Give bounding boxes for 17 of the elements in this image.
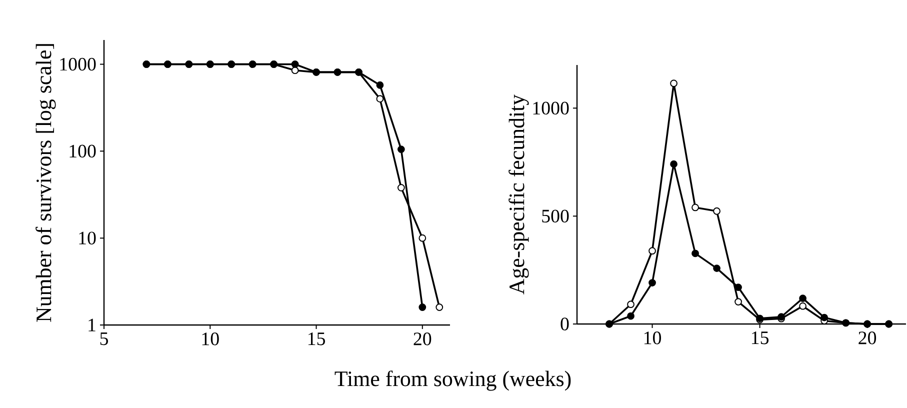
y-tick-label: 1000 bbox=[60, 58, 96, 71]
y-tick-label: 1 bbox=[88, 318, 96, 332]
y-tick-label: 0 bbox=[560, 318, 569, 330]
x-tick-label: 5 bbox=[100, 332, 108, 346]
y-tick-label: 1000 bbox=[533, 102, 569, 115]
y-tick-label: 500 bbox=[542, 210, 569, 222]
x-axis-title: Time from sowing (weeks) bbox=[334, 370, 571, 391]
x-tick-label: 20 bbox=[414, 332, 432, 346]
y-tick-label: 100 bbox=[70, 144, 96, 158]
x-tick-label: 10 bbox=[644, 332, 662, 344]
y-axis-title: Number of survivors [log scale] bbox=[36, 44, 56, 322]
x-tick-label: 10 bbox=[202, 332, 219, 346]
x-tick-label: 15 bbox=[308, 332, 325, 346]
x-tick-label: 20 bbox=[858, 332, 876, 344]
x-tick-label: 15 bbox=[752, 332, 769, 344]
y-axis-title: Age-specific fecundity bbox=[508, 94, 529, 294]
y-tick-label: 10 bbox=[79, 232, 96, 244]
